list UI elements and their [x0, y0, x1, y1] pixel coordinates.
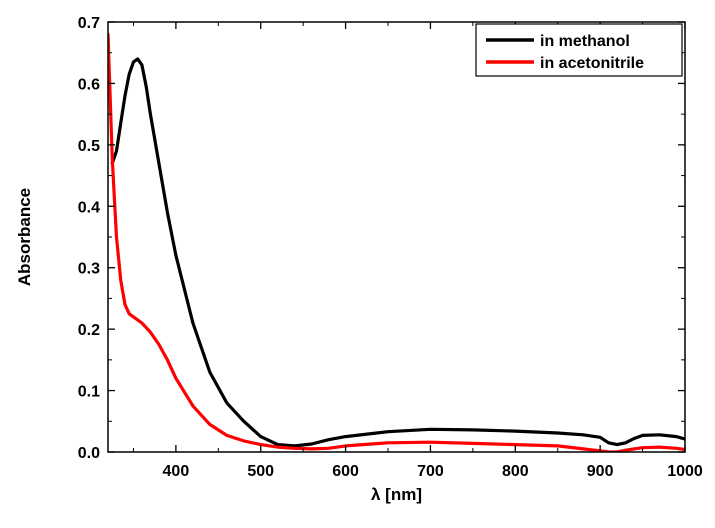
y-tick-label: 0.1 [78, 384, 100, 401]
x-tick-label: 900 [587, 463, 614, 480]
y-tick-label: 0.3 [78, 261, 100, 278]
y-axis-title: Absorbance [15, 188, 34, 286]
series-layer [108, 32, 685, 452]
y-tick-label: 0.2 [78, 322, 100, 339]
legend-label-1: in methanol [540, 33, 630, 50]
x-tick-label: 600 [332, 463, 359, 480]
y-tick-label: 0.5 [78, 138, 100, 155]
x-tick-label: 400 [163, 463, 190, 480]
series-line-2 [108, 32, 685, 452]
legend-label-2: in acetonitrile [540, 55, 644, 72]
ticks-layer: 400 500 600 700 800 900 1000 0.0 0.1 0.2 0.3 0.4 0.5… [78, 15, 703, 480]
legend: in methanol in acetonitrile [475, 23, 683, 77]
y-tick-label: 0.0 [78, 445, 100, 462]
y-tick-label: 0.7 [78, 15, 100, 32]
x-tick-label: 700 [417, 463, 444, 480]
x-axis-title: λ [nm] [371, 485, 422, 504]
series-line-1 [110, 57, 685, 448]
x-tick-label: 1000 [667, 463, 703, 480]
x-tick-label: 500 [247, 463, 274, 480]
y-tick-label: 0.4 [78, 199, 100, 216]
legend-box [475, 23, 683, 77]
plot-frame [107, 21, 686, 453]
legend-items: in methanol in acetonitrile [486, 33, 644, 72]
y-tick-label: 0.6 [78, 76, 100, 93]
x-tick-label: 800 [502, 463, 529, 480]
